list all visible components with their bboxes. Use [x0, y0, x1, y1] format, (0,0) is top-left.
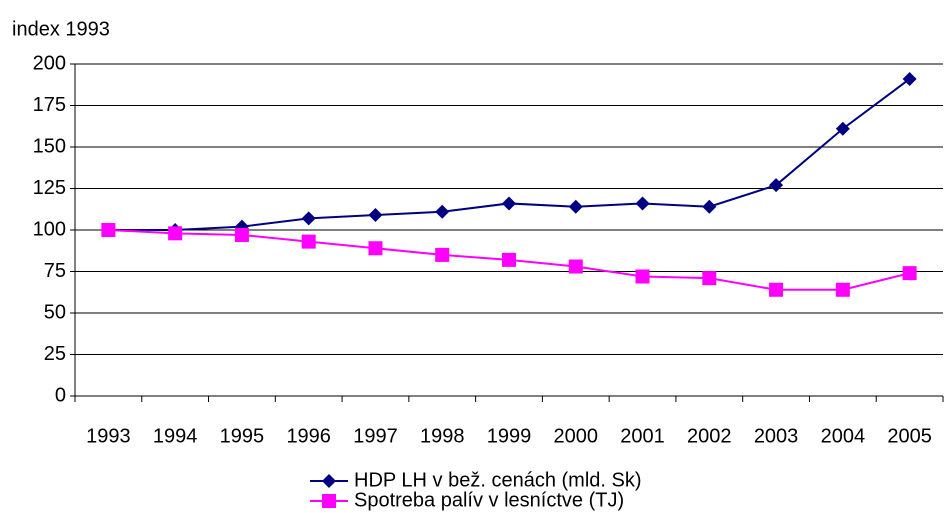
x-tick-label: 2000	[554, 425, 599, 447]
data-point	[635, 196, 650, 211]
data-point	[835, 282, 850, 297]
data-point	[168, 226, 183, 241]
data-point	[635, 269, 650, 284]
data-point	[902, 266, 917, 281]
y-tick-label: 175	[33, 94, 66, 116]
x-tick-label: 1999	[487, 425, 532, 447]
y-tick-label: 150	[33, 135, 66, 157]
y-tick-label: 50	[44, 301, 66, 323]
x-tick-label: 1998	[420, 425, 465, 447]
y-axis-label: index 1993	[12, 18, 110, 40]
data-point	[435, 247, 450, 262]
data-point	[702, 199, 717, 214]
legend-label: Spotreba palív v lesníctve (TJ)	[354, 489, 624, 511]
data-point	[769, 178, 784, 193]
y-tick-label: 0	[55, 384, 66, 406]
data-point	[301, 234, 316, 249]
x-tick-label: 2003	[754, 425, 799, 447]
legend-label: HDP LH v bež. cenách (mld. Sk)	[354, 469, 642, 491]
data-point	[835, 121, 850, 136]
data-point	[435, 204, 450, 219]
data-point	[568, 199, 583, 214]
data-point	[502, 252, 516, 267]
data-point	[568, 259, 583, 274]
x-tick-label: 1997	[353, 425, 398, 447]
x-tick-label: 2001	[620, 425, 665, 447]
legend-marker	[322, 494, 336, 508]
data-point	[502, 196, 516, 211]
data-point	[101, 223, 116, 237]
x-tick-label: 2004	[821, 425, 866, 447]
y-tick-label: 200	[33, 52, 66, 74]
y-tick-label: 125	[33, 177, 66, 199]
data-point	[702, 271, 717, 286]
data-point	[769, 282, 784, 297]
x-tick-label: 2005	[887, 425, 932, 447]
x-tick-label: 1995	[220, 425, 265, 447]
data-point	[902, 71, 917, 86]
y-tick-label: 75	[44, 260, 66, 282]
data-point	[301, 211, 316, 226]
x-tick-label: 1993	[86, 425, 131, 447]
x-tick-label: 1996	[286, 425, 331, 447]
y-tick-label: 100	[33, 218, 66, 240]
data-point	[368, 208, 383, 223]
x-tick-label: 1994	[153, 425, 198, 447]
data-point	[234, 227, 249, 242]
x-tick-label: 2002	[687, 425, 732, 447]
legend-marker	[322, 474, 336, 488]
data-point	[368, 241, 383, 256]
y-tick-label: 25	[44, 343, 66, 365]
